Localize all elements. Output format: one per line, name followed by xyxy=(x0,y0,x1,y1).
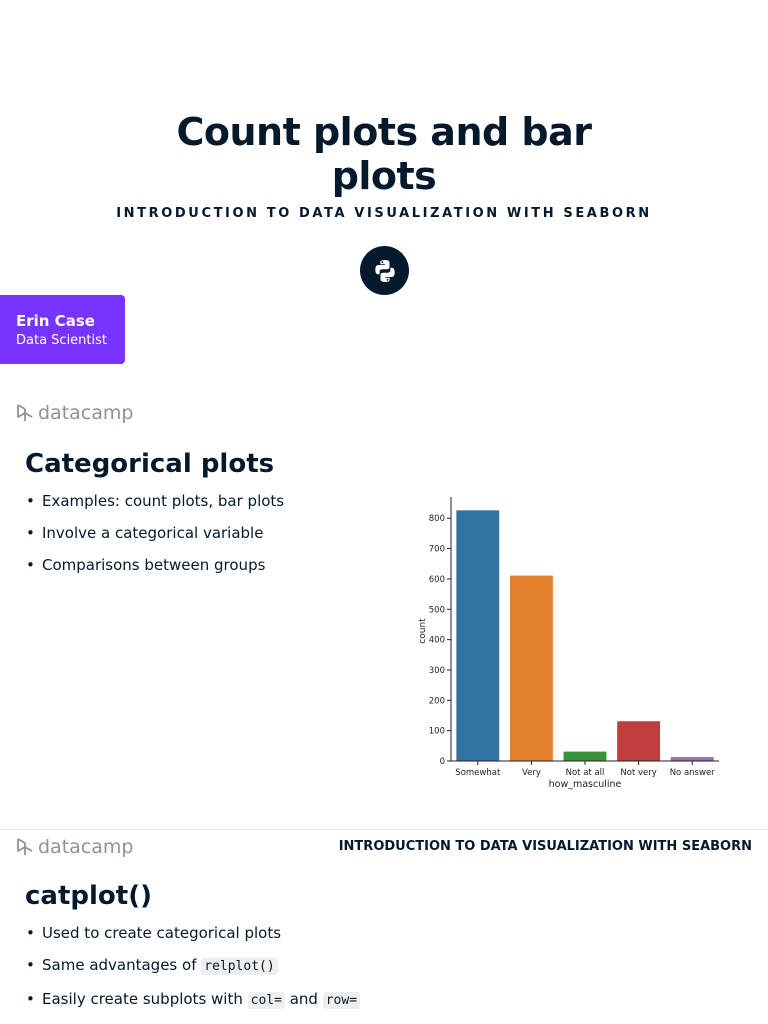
x-tick-label: Not at all xyxy=(566,768,605,778)
title-line-1: Count plots and bar xyxy=(176,110,592,154)
y-tick-label: 300 xyxy=(429,666,445,676)
bullet-text-and: and xyxy=(289,990,318,1008)
title-line-2: plots xyxy=(331,154,437,198)
code-relplot: relplot() xyxy=(201,958,278,975)
author-role: Data Scientist xyxy=(16,333,107,348)
bullet-text: Used to create categorical plots xyxy=(42,924,282,942)
bullet-text: Same advantages of xyxy=(42,956,202,974)
y-tick-label: 800 xyxy=(429,514,445,524)
y-tick-label: 0 xyxy=(440,757,445,767)
slide-divider xyxy=(0,829,768,830)
bullet-text: Easily create subplots with xyxy=(42,990,248,1008)
datacamp-logo-text: datacamp xyxy=(38,402,134,424)
y-tick-label: 600 xyxy=(429,575,445,585)
datacamp-logo: datacamp xyxy=(16,402,133,424)
course-subtitle: INTRODUCTION TO DATA VISUALIZATION WITH … xyxy=(116,206,652,221)
y-tick-label: 400 xyxy=(429,636,445,646)
categorical-plots-heading: Categorical plots xyxy=(25,449,275,479)
bullet-item: Used to create categorical plots xyxy=(24,923,444,943)
x-tick-label: Very xyxy=(522,768,541,778)
python-icon xyxy=(360,246,409,295)
bullet-item: Easily create subplots with col= and row… xyxy=(24,989,444,1011)
y-tick-label: 700 xyxy=(429,545,445,555)
slide-footer-title: INTRODUCTION TO DATA VISUALIZATION WITH … xyxy=(338,839,752,854)
code-col: col= xyxy=(247,992,285,1009)
bullet-item: Examples: count plots, bar plots xyxy=(24,491,364,511)
author-badge: Erin Case Data Scientist xyxy=(0,295,125,364)
x-tick-label: Not very xyxy=(620,768,656,778)
datacamp-icon xyxy=(17,404,33,421)
bullet-item: Involve a categorical variable xyxy=(24,523,364,543)
bar xyxy=(456,510,500,761)
bar xyxy=(509,575,553,761)
datacamp-logo: datacamp xyxy=(16,836,133,858)
y-tick-label: 100 xyxy=(429,727,445,737)
y-axis-label: count xyxy=(418,618,428,644)
categorical-bullets: Examples: count plots, bar plots Involve… xyxy=(24,491,364,575)
page-title: Count plots and bar plots xyxy=(0,110,768,198)
author-name: Erin Case xyxy=(16,312,95,330)
bullet-item: Same advantages of relplot() xyxy=(24,955,444,977)
x-axis-label: how_masculine xyxy=(549,779,622,790)
bar xyxy=(563,751,607,761)
x-tick-label: No answer xyxy=(670,768,715,778)
datacamp-logo-text: datacamp xyxy=(38,836,134,858)
bar xyxy=(670,757,714,761)
y-tick-label: 500 xyxy=(429,605,445,615)
bar xyxy=(617,721,661,761)
bullet-item: Comparisons between groups xyxy=(24,555,364,575)
catplot-bullets: Used to create categorical plots Same ad… xyxy=(24,923,444,1011)
y-tick-label: 200 xyxy=(429,696,445,706)
datacamp-icon xyxy=(17,838,33,855)
x-tick-label: Somewhat xyxy=(455,768,501,778)
catplot-heading: catplot() xyxy=(25,881,152,911)
count-plot-chart: 0 100 200 300 400 500 600 700 800 Somewhat Very Not… xyxy=(418,497,719,790)
code-row: row= xyxy=(322,992,361,1009)
